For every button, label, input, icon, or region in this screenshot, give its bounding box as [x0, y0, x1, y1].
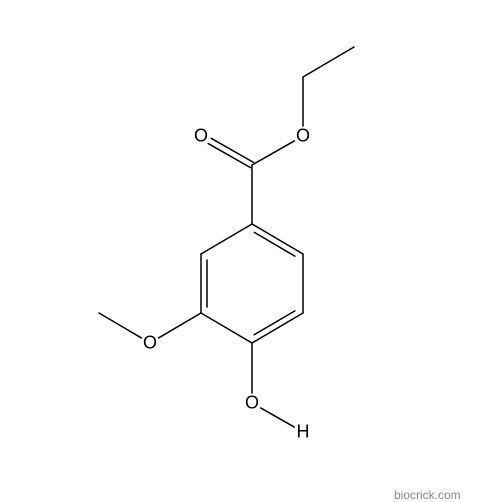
atom-label-o9_ester: O: [296, 126, 310, 147]
molecule-svg: [0, 0, 500, 500]
atom-label-o8_dbl: O: [194, 126, 208, 147]
atom-label-o12_methoxy: O: [143, 333, 157, 354]
atom-label-h15: H: [297, 422, 310, 443]
bonds-group: [99, 47, 354, 427]
atom-label-o14_hydroxy: O: [245, 393, 259, 414]
